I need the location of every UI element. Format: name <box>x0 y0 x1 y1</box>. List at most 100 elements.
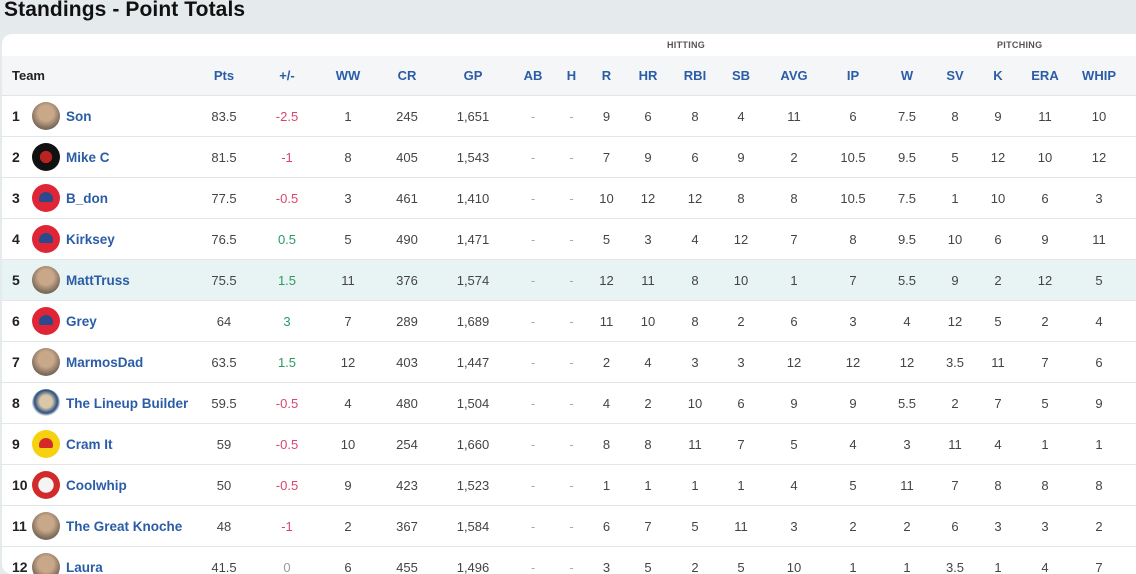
team-name-link[interactable]: Coolwhip <box>66 478 127 493</box>
cell-k: 7 <box>968 383 1028 424</box>
cell-avg: 10 <box>754 547 834 574</box>
cell-sv: 10 <box>942 219 968 260</box>
cell-h: - <box>564 260 579 301</box>
column-header-rbi[interactable]: RBI <box>662 56 728 96</box>
cell-pts: 76.5 <box>200 219 248 260</box>
cell-ip: 10.5 <box>834 178 872 219</box>
cell-pm: -0.5 <box>248 465 326 506</box>
cell-sb: 4 <box>728 96 754 137</box>
team-name-link[interactable]: MattTruss <box>66 273 130 288</box>
avatar[interactable] <box>32 184 60 212</box>
cell-whip: 6 <box>1062 342 1136 383</box>
cell-k: 5 <box>968 301 1028 342</box>
column-header-w[interactable]: W <box>872 56 942 96</box>
team-name-link[interactable]: B_don <box>66 191 108 206</box>
column-header-gp[interactable]: GP <box>444 56 502 96</box>
cell-w: 11 <box>872 465 942 506</box>
team-name-link[interactable]: Cram It <box>66 437 113 452</box>
cell-whip: 4 <box>1062 301 1136 342</box>
avatar[interactable] <box>32 143 60 171</box>
pitching-group-label: PITCHING <box>834 34 1136 56</box>
avatar[interactable] <box>32 266 60 294</box>
avatar[interactable] <box>32 348 60 376</box>
avatar[interactable] <box>32 102 60 130</box>
team-name-link[interactable]: Kirksey <box>66 232 115 247</box>
column-header-plusminus[interactable]: +/- <box>248 56 326 96</box>
cell-pts: 50 <box>200 465 248 506</box>
cell-rbi: 12 <box>662 178 728 219</box>
team-name-link[interactable]: MarmosDad <box>66 355 143 370</box>
cell-pts: 59.5 <box>200 383 248 424</box>
column-header-h[interactable]: H <box>564 56 579 96</box>
cell-cr: 254 <box>370 424 444 465</box>
column-header-hr[interactable]: HR <box>634 56 662 96</box>
cell-r: 4 <box>579 383 634 424</box>
cell-sb: 9 <box>728 137 754 178</box>
avatar[interactable] <box>32 389 60 417</box>
column-header-era[interactable]: ERA <box>1028 56 1062 96</box>
cell-hr: 1 <box>634 465 662 506</box>
column-header-whip[interactable]: WHIP <box>1062 56 1136 96</box>
team-name-link[interactable]: Laura <box>66 560 103 574</box>
team-name-link[interactable]: The Great Knoche <box>66 519 182 534</box>
cell-ww: 8 <box>326 137 370 178</box>
cap-icon <box>39 315 53 325</box>
cell-ww: 1 <box>326 96 370 137</box>
cell-k: 12 <box>968 137 1028 178</box>
column-header-r[interactable]: R <box>579 56 634 96</box>
cell-h: - <box>564 178 579 219</box>
cap-icon <box>39 233 53 243</box>
column-header-ip[interactable]: IP <box>834 56 872 96</box>
avatar[interactable] <box>32 430 60 458</box>
avatar[interactable] <box>32 512 60 540</box>
avatar[interactable] <box>32 225 60 253</box>
column-header-sb[interactable]: SB <box>728 56 754 96</box>
avatar[interactable] <box>32 471 60 499</box>
cell-sv: 8 <box>942 96 968 137</box>
cell-r: 12 <box>579 260 634 301</box>
column-header-k[interactable]: K <box>968 56 1028 96</box>
cell-hr: 6 <box>634 96 662 137</box>
cell-era: 4 <box>1028 547 1062 574</box>
avatar[interactable] <box>32 307 60 335</box>
team-name-link[interactable]: Grey <box>66 314 97 329</box>
rank: 10 <box>12 477 30 493</box>
team-name-link[interactable]: Son <box>66 109 92 124</box>
cell-w: 12 <box>872 342 942 383</box>
cell-hr: 8 <box>634 424 662 465</box>
cell-era: 10 <box>1028 137 1062 178</box>
cell-pts: 64 <box>200 301 248 342</box>
column-header-ww[interactable]: WW <box>326 56 370 96</box>
cell-ab: - <box>502 465 564 506</box>
cell-sb: 2 <box>728 301 754 342</box>
team-name-link[interactable]: The Lineup Builder <box>66 396 188 411</box>
column-header-cr[interactable]: CR <box>370 56 444 96</box>
cell-hr: 9 <box>634 137 662 178</box>
team-name-link[interactable]: Mike C <box>66 150 110 165</box>
cell-ww: 10 <box>326 424 370 465</box>
cell-sb: 10 <box>728 260 754 301</box>
column-header-avg[interactable]: AVG <box>754 56 834 96</box>
cell-rbi: 10 <box>662 383 728 424</box>
column-header-ab[interactable]: AB <box>502 56 564 96</box>
column-header-sv[interactable]: SV <box>942 56 968 96</box>
column-header-team: Team <box>2 56 200 96</box>
cell-r: 8 <box>579 424 634 465</box>
avatar[interactable] <box>32 553 60 574</box>
cell-whip: 5 <box>1062 260 1136 301</box>
column-header-pts[interactable]: Pts <box>200 56 248 96</box>
